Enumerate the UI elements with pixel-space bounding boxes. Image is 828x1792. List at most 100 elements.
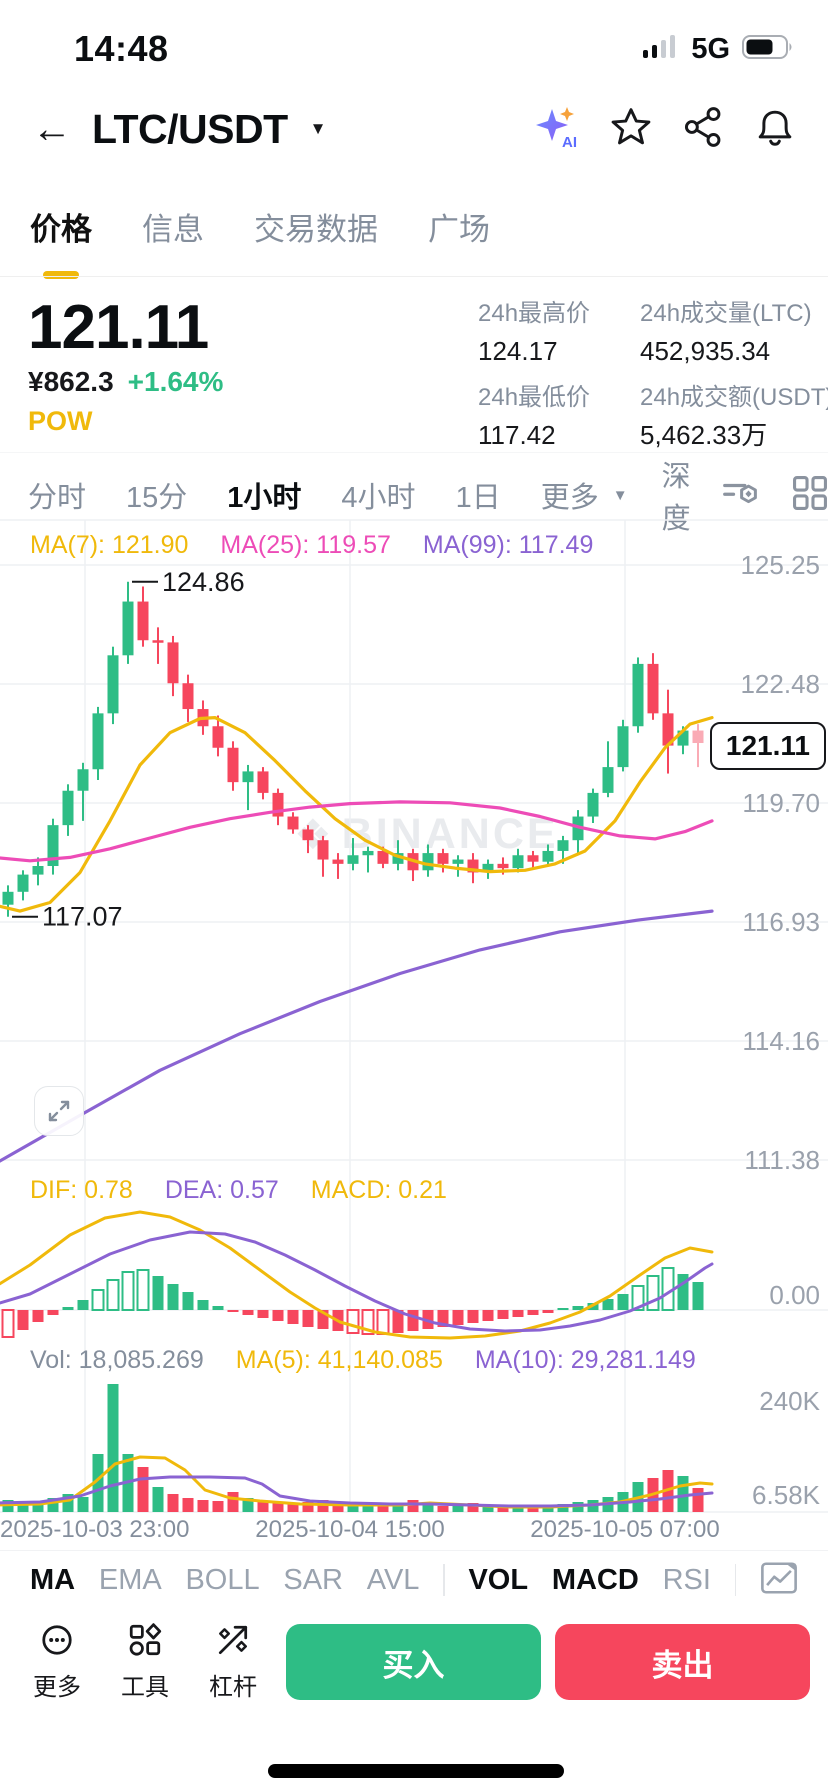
nav-tabs: 价格 信息 交易数据 广场: [30, 204, 540, 257]
share-icon[interactable]: [682, 106, 724, 153]
ai-assistant-icon[interactable]: AI: [532, 103, 580, 156]
action-label: 更多: [33, 1674, 81, 1701]
price-axis-label: 122.48: [740, 669, 820, 699]
vol-legend-item: Vol: 18,085.269: [30, 1346, 204, 1374]
indicator-tab-AVL[interactable]: AVL: [366, 1563, 420, 1596]
stat-item: 24h成交额(USDT) 5,462.33万: [640, 384, 828, 450]
divider: [0, 276, 828, 277]
action-工具[interactable]: 工具: [106, 1622, 184, 1702]
timeframe-tab-分时[interactable]: 分时: [28, 482, 87, 514]
favorite-star-icon[interactable]: [610, 106, 652, 153]
header: ← LTC/USDT ▼ AI: [0, 100, 828, 158]
macd-legend-item: MACD: 0.21: [310, 1176, 447, 1204]
sell-button[interactable]: 卖出: [555, 1624, 810, 1700]
volume-axis-label: 6.58K: [752, 1480, 821, 1510]
timeframe-tab-4小时[interactable]: 4小时: [341, 482, 416, 514]
indicator-tab-EMA[interactable]: EMA: [98, 1563, 162, 1596]
price-axis-label: 119.70: [742, 788, 820, 818]
timeframe-tab-更多[interactable]: 更多: [540, 482, 599, 514]
current-price-tag[interactable]: 121.11: [709, 722, 826, 770]
chart-grid-layout-icon[interactable]: [791, 474, 828, 517]
indicator-tab-MA[interactable]: MA: [30, 1563, 76, 1596]
more-circle-icon: [39, 1622, 75, 1663]
macd-legend-item: DEA: 0.57: [164, 1176, 279, 1204]
status-bar: 14:48 5G: [0, 24, 828, 74]
macd-legend-item: DIF: 0.78: [30, 1176, 133, 1204]
stat-value: 452,935.34: [640, 336, 771, 366]
bottom-action-bar: 更多 工具 杠杆 买入 卖出: [0, 1620, 828, 1704]
stat-value: 124.17: [478, 336, 558, 366]
price-axis-label: 114.16: [742, 1026, 820, 1056]
volume-axis-label: 240K: [759, 1386, 820, 1416]
timeframe-tab-1日[interactable]: 1日: [455, 482, 501, 514]
depth-tab[interactable]: 深度: [661, 461, 691, 535]
nav-tab-广场[interactable]: 广场: [428, 212, 490, 247]
buy-button[interactable]: 买入: [286, 1624, 541, 1700]
home-indicator[interactable]: [268, 1764, 564, 1778]
stat-item: 24h成交量(LTC) 452,935.34: [640, 300, 828, 366]
battery-icon: [742, 34, 794, 65]
volume-legend: Vol: 18,085.269 MA(5): 41,140.085 MA(10): …: [30, 1346, 696, 1375]
indicator-tab-SAR[interactable]: SAR: [283, 1563, 344, 1596]
ma-legend-item: MA(7): 121.90: [30, 531, 189, 559]
timeframe-bar: 分时 15分 1小时 4小时 1日 更多 ▼ 深度: [0, 461, 828, 535]
fullscreen-expand-button[interactable]: [34, 1086, 84, 1136]
x-axis-label: 2025-10-03 23:00: [0, 1516, 190, 1543]
ma-legend-item: MA(99): 117.49: [422, 531, 594, 559]
price-axis-label: 111.38: [744, 1145, 820, 1175]
timeframe-tab-1小时[interactable]: 1小时: [227, 482, 302, 514]
nav-tab-信息[interactable]: 信息: [142, 212, 204, 247]
divider: [0, 1550, 828, 1551]
x-axis-label: 2025-10-04 15:00: [255, 1516, 445, 1543]
indicator-tab-MACD[interactable]: MACD: [551, 1563, 639, 1596]
timeframe-tab-15分[interactable]: 15分: [126, 482, 188, 514]
stat-label: 24h成交额(USDT): [640, 384, 828, 411]
action-更多[interactable]: 更多: [18, 1622, 96, 1702]
stat-item: 24h最低价 117.42: [478, 384, 616, 450]
ma-legend: MA(7): 121.90 MA(25): 119.57 MA(99): 117.4…: [30, 531, 593, 560]
action-label: 工具: [121, 1674, 169, 1701]
nav-tab-交易数据[interactable]: 交易数据: [254, 212, 378, 247]
price-chart[interactable]: 124.86 117.07 125.25 122.48 119.70 116.93 114.…: [0, 500, 828, 1556]
clock: 14:48: [74, 28, 169, 69]
network-label: 5G: [691, 32, 730, 65]
last-price: 121.11: [28, 293, 209, 362]
pair-title[interactable]: LTC/USDT: [92, 105, 288, 152]
nav-tab-价格[interactable]: 价格: [30, 204, 92, 257]
tools-icon: [127, 1622, 163, 1663]
x-axis-labels: 2025-10-03 23:00 2025-10-04 15:00 2025-10-…: [0, 1516, 828, 1546]
divider: [0, 452, 828, 453]
separator: [734, 1564, 737, 1596]
x-axis-label: 2025-10-05 07:00: [530, 1516, 720, 1543]
stat-value: 5,462.33万: [640, 420, 768, 450]
action-杠杆[interactable]: 杠杆: [194, 1622, 272, 1702]
separator: [443, 1564, 445, 1596]
indicator-settings-icon[interactable]: [721, 473, 761, 518]
svg-text:AI: AI: [562, 134, 577, 151]
low-annotation: 117.07: [42, 902, 123, 932]
consensus-tag[interactable]: POW: [28, 406, 93, 436]
price-axis-label: 125.25: [740, 550, 820, 580]
signal-icon: [643, 34, 679, 65]
vol-legend-item: MA(10): 29,281.149: [474, 1346, 696, 1374]
indicator-tab-RSI[interactable]: RSI: [662, 1563, 711, 1596]
stat-label: 24h最低价: [478, 384, 591, 411]
fiat-price: ¥862.3: [28, 366, 114, 397]
action-label: 杠杆: [209, 1674, 257, 1701]
macd-zero-label: 0.00: [769, 1280, 820, 1310]
price-axis-label: 116.93: [742, 907, 820, 937]
stat-item: 24h最高价 124.17: [478, 300, 616, 366]
stat-label: 24h成交量(LTC): [640, 300, 812, 327]
back-icon[interactable]: ←: [32, 107, 72, 151]
indicator-tab-VOL[interactable]: VOL: [468, 1563, 529, 1596]
stat-value: 117.42: [478, 420, 556, 450]
pair-dropdown-icon[interactable]: ▼: [309, 119, 327, 138]
indicator-tab-bar: MA EMA BOLL SAR AVL VOL MACD RSI: [0, 1558, 828, 1602]
more-dropdown-icon[interactable]: ▼: [612, 486, 628, 504]
indicator-tab-BOLL[interactable]: BOLL: [185, 1563, 260, 1596]
indicator-chart-icon[interactable]: [760, 1559, 798, 1602]
macd-legend: DIF: 0.78 DEA: 0.57 MACD: 0.21: [30, 1176, 447, 1205]
notification-bell-icon[interactable]: [754, 106, 796, 153]
change-percent: +1.64%: [127, 366, 224, 397]
